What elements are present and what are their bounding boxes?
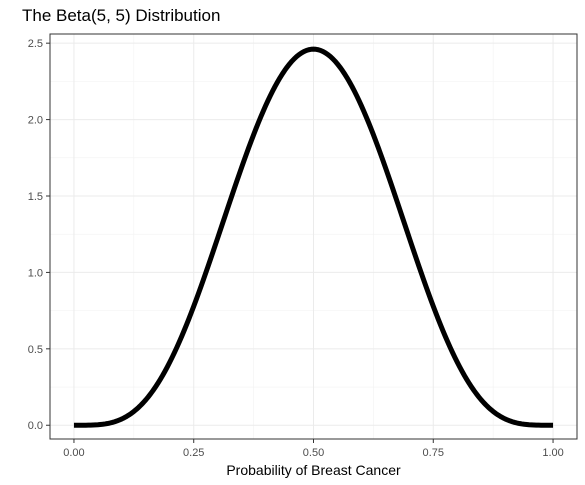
x-tick-label: 0.75	[423, 447, 444, 459]
x-tick-label: 0.00	[63, 447, 84, 459]
y-tick-label: 2.0	[28, 115, 43, 127]
density-curve	[73, 46, 554, 428]
x-tick-label: 1.00	[542, 447, 563, 459]
x-axis-title: Probability of Breast Cancer	[226, 462, 401, 478]
data-point	[337, 73, 338, 74]
tick-layer: 0.00 0.25 0.50 0.75 1.00 0.0 0.5 1.0 1.5 2.0 2.5	[28, 38, 564, 459]
data-point	[457, 368, 458, 369]
chart-title: The Beta(5, 5) Distribution	[22, 6, 221, 25]
x-tick-label: 0.25	[183, 447, 204, 459]
data-point	[217, 250, 218, 251]
data-point	[409, 250, 410, 251]
data-point	[169, 368, 170, 369]
data-point	[289, 73, 290, 74]
y-tick-label: 0.5	[28, 344, 43, 356]
x-tick-label: 0.50	[303, 447, 324, 459]
series-layer	[73, 46, 554, 428]
data-point	[385, 183, 386, 184]
y-tick-label: 1.0	[28, 267, 43, 279]
y-tick-label: 2.5	[28, 38, 43, 50]
data-point	[361, 121, 362, 122]
data-point	[241, 183, 242, 184]
y-tick-label: 1.5	[28, 191, 43, 203]
data-point	[265, 121, 266, 122]
y-tick-label: 0.0	[28, 420, 43, 432]
grid-layer	[50, 34, 577, 439]
